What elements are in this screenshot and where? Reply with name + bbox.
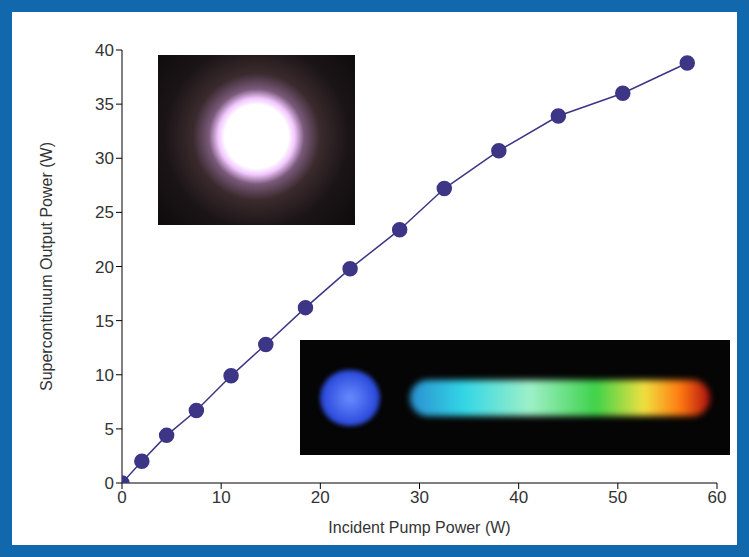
svg-text:0: 0	[117, 488, 126, 507]
svg-text:25: 25	[95, 203, 114, 222]
svg-text:Incident Pump Power (W): Incident Pump Power (W)	[328, 519, 510, 536]
svg-text:40: 40	[95, 41, 114, 60]
svg-text:15: 15	[95, 312, 114, 331]
svg-text:35: 35	[95, 95, 114, 114]
svg-text:20: 20	[311, 488, 330, 507]
svg-text:0: 0	[105, 474, 114, 493]
svg-text:10: 10	[95, 366, 114, 385]
svg-text:5: 5	[105, 420, 114, 439]
svg-text:60: 60	[708, 488, 727, 507]
svg-text:30: 30	[410, 488, 429, 507]
svg-text:20: 20	[95, 258, 114, 277]
svg-text:Supercontinuum Output Power (W: Supercontinuum Output Power (W)	[38, 142, 55, 391]
svg-text:50: 50	[608, 488, 627, 507]
svg-text:30: 30	[95, 149, 114, 168]
svg-text:40: 40	[509, 488, 528, 507]
svg-text:10: 10	[212, 488, 231, 507]
